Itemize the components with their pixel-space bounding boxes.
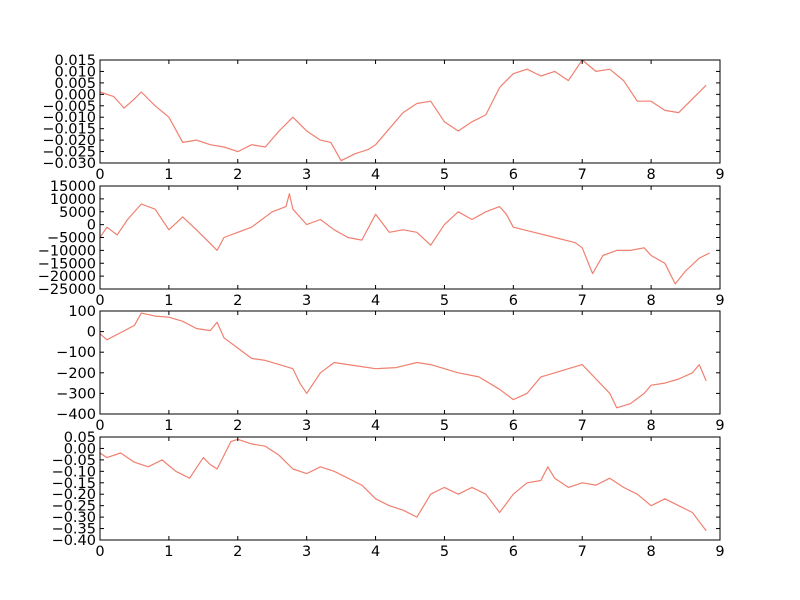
subplot-1-x-tick-label: 0 (95, 167, 104, 183)
subplot-2-y-tick-label: −5000 (47, 231, 96, 247)
subplot-1-x-tick-label: 9 (715, 167, 724, 183)
subplot-4-x-tick-label: 8 (646, 544, 655, 560)
subplot-4-y-tick-label: −0.20 (52, 487, 96, 503)
subplot-3-frame (99, 310, 721, 415)
subplot-1-y-tick-label: 0.010 (54, 64, 96, 80)
subplot-1-y-tick-label: 0.005 (54, 76, 96, 92)
subplot-3-x-tick-label: 2 (233, 418, 242, 434)
subplot-2-y-tick-label: −25000 (38, 282, 96, 298)
subplot-4-y-tick-label: 0.05 (64, 430, 96, 446)
subplot-3: 0 1 2 3 4 5 6 7 8 9 100 0 −100 −200 −300 −400 (56, 304, 724, 434)
subplot-1-y-tick-label: −0.025 (42, 145, 96, 161)
subplot-1: 0 1 2 3 4 5 6 7 8 90.0150.0100.0050.000−0.005−0.0… (42, 53, 724, 183)
subplot-2-x-tick-label: 2 (233, 293, 242, 309)
subplot-3-y-tick-label: −100 (56, 345, 96, 361)
subplot-2: 0 1 2 3 4 5 6 7 8 9150001000050000−5000−10000−150… (38, 179, 725, 309)
subplot-1-x-tick-label: 8 (646, 167, 655, 183)
subplot-4-x-tick-label: 9 (715, 544, 724, 560)
subplot-1-x-tick-label: 6 (509, 167, 518, 183)
subplot-2-y-tick-label: 15000 (50, 179, 96, 195)
subplot-1-y-tick-label: 0.000 (54, 87, 96, 103)
subplot-2-y-tick-label: 0 (87, 218, 96, 234)
subplot-2-y-tick-label: −15000 (38, 256, 96, 272)
subplot-1-y-tick-label: −0.005 (42, 99, 96, 115)
subplot-3-x-tick-label: 7 (578, 418, 587, 434)
subplot-2-x-tick-label: 3 (302, 293, 311, 309)
subplot-4-y-tick-label: −0.35 (52, 522, 96, 538)
subplot-3-x-tick-label: 8 (646, 418, 655, 434)
subplot-1-y-tick-label: −0.020 (42, 133, 96, 149)
subplot-3-y-tick-label: −400 (56, 407, 96, 423)
subplot-2-y-tick-label: 5000 (59, 205, 96, 221)
subplot-1-y-tick-label: −0.010 (42, 110, 96, 126)
subplot-3-x-tick-label: 6 (509, 418, 518, 434)
subplot-1-x-tick-label: 5 (440, 167, 449, 183)
subplot-1-y-tick-label: −0.015 (42, 122, 96, 138)
subplot-3-x-tick-label: 3 (302, 418, 311, 434)
subplot-1-x-tick-label: 4 (371, 167, 380, 183)
subplot-1-y-tick-label: −0.030 (42, 156, 96, 172)
subplot-3-x-tick-label: 5 (440, 418, 449, 434)
subplot-3-y-tick-label: −300 (56, 386, 96, 402)
subplot-1-series-line-1 (99, 59, 707, 162)
subplot-4: 0 1 2 3 4 5 6 7 8 90.050.00−0.05−0.10−0.15−0.20−0… (52, 430, 725, 560)
subplot-4-x-tick-label: 7 (578, 544, 587, 560)
subplot-4-x-tick-label: 3 (302, 544, 311, 560)
subplot-2-x-tick-label: 4 (371, 293, 380, 309)
subplot-4-x-tick-label: 0 (95, 544, 104, 560)
subplot-2-series-line-1 (99, 193, 710, 285)
subplot-3-y-tick-label: −200 (56, 366, 96, 382)
subplot-2-x-tick-label: 8 (646, 293, 655, 309)
subplot-3-x-tick-label: 4 (371, 418, 380, 434)
subplot-2-x-tick-label: 1 (164, 293, 173, 309)
subplot-1-x-tick-label: 1 (164, 167, 173, 183)
subplot-4-y-tick-label: −0.15 (52, 476, 96, 492)
subplot-3-x-tick-label: 9 (715, 418, 724, 434)
subplot-1-x-tick-label: 3 (302, 167, 311, 183)
subplot-3-y-tick-label: 100 (68, 304, 96, 320)
subplot-2-x-tick-label: 7 (578, 293, 587, 309)
subplot-2-x-tick-label: 6 (509, 293, 518, 309)
subplot-4-x-tick-label: 5 (440, 544, 449, 560)
subplot-4-y-tick-label: −0.40 (52, 533, 96, 549)
subplot-4-y-tick-label: −0.05 (52, 453, 96, 469)
subplot-3-series-line-1 (99, 312, 707, 409)
subplot-3-y-tick-label: 0 (87, 325, 96, 341)
subplot-4-x-tick-label: 6 (509, 544, 518, 560)
subplot-4-y-tick-label: −0.25 (52, 499, 96, 515)
subplot-3-x-tick-label: 1 (164, 418, 173, 434)
subplot-4-series-line-1 (99, 438, 707, 532)
subplot-2-x-tick-label: 9 (715, 293, 724, 309)
subplot-4-x-tick-label: 1 (164, 544, 173, 560)
subplot-4-frame (99, 436, 721, 541)
subplot-4-y-tick-label: 0.00 (64, 441, 96, 457)
subplot-2-frame (99, 185, 721, 290)
subplot-4-y-tick-label: −0.10 (52, 464, 96, 480)
subplot-4-x-tick-label: 4 (371, 544, 380, 560)
subplot-2-y-tick-label: −10000 (38, 243, 96, 259)
subplot-1-x-tick-label: 2 (233, 167, 242, 183)
subplot-1-x-tick-label: 7 (578, 167, 587, 183)
subplot-3-x-tick-label: 0 (95, 418, 104, 434)
subplot-4-y-tick-label: −0.30 (52, 510, 96, 526)
subplot-2-x-tick-label: 5 (440, 293, 449, 309)
subplot-4-x-tick-label: 2 (233, 544, 242, 560)
subplot-1-y-tick-label: 0.015 (54, 53, 96, 69)
subplot-1-frame (99, 59, 721, 164)
subplot-2-y-tick-label: −20000 (38, 269, 96, 285)
subplot-2-x-tick-label: 0 (95, 293, 104, 309)
subplot-2-y-tick-label: 10000 (50, 192, 96, 208)
